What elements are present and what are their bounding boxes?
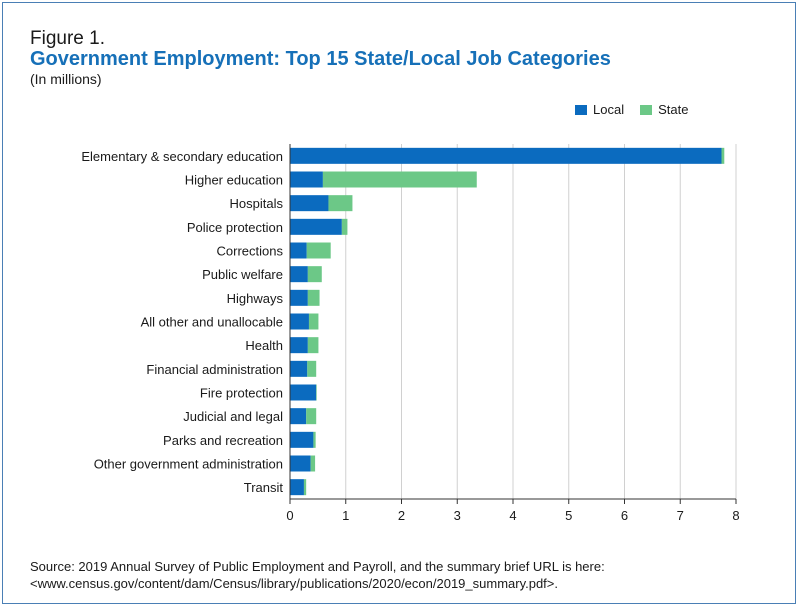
x-tick-label-6: 6: [621, 508, 628, 523]
chart-title: Government Employment: Top 15 State/Loca…: [30, 48, 611, 70]
bar-local-7: [290, 313, 309, 330]
x-tick-label-3: 3: [454, 508, 461, 523]
category-label-10: Fire protection: [200, 386, 283, 401]
bar-state-7: [308, 313, 319, 330]
bar-state-14: [303, 479, 307, 496]
source-line-2: <www.census.gov/content/dam/Census/libra…: [30, 576, 558, 591]
bar-chart: 0 1 2 3 4 5 6 7 8 Elementary & secondary educatio…: [81, 144, 740, 523]
chart-legend: Local State: [575, 102, 704, 117]
x-tick-label-2: 2: [398, 508, 405, 523]
bar-local-10: [290, 384, 317, 401]
bar-local-0: [290, 147, 722, 164]
figure-label: Figure 1.: [30, 28, 105, 49]
legend-swatch-state: [640, 104, 653, 115]
bar-state-1: [322, 171, 477, 188]
bar-local-4: [290, 242, 307, 259]
legend-item-local: Local: [575, 102, 624, 117]
bar-state-9: [307, 360, 317, 377]
source-line-1: Source: 2019 Annual Survey of Public Emp…: [30, 559, 605, 574]
category-label-9: Financial administration: [146, 362, 283, 377]
source-note: Source: 2019 Annual Survey of Public Emp…: [30, 558, 605, 592]
category-label-7: All other and unallocable: [141, 315, 283, 330]
legend-swatch-local: [575, 104, 587, 115]
bar-state-10: [316, 384, 317, 401]
bar-local-14: [290, 479, 304, 496]
bar-local-3: [290, 218, 342, 235]
x-tick-label-7: 7: [677, 508, 684, 523]
category-label-3: Police protection: [187, 220, 283, 235]
category-label-6: Highways: [227, 291, 284, 306]
category-label-1: Higher education: [185, 173, 283, 188]
bar-state-13: [310, 455, 316, 472]
category-label-2: Hospitals: [230, 196, 284, 211]
x-tick-label-4: 4: [509, 508, 516, 523]
bar-local-5: [290, 266, 308, 283]
category-label-13: Other government administration: [94, 457, 283, 472]
x-tick-label-8: 8: [732, 508, 739, 523]
x-tick-label-0: 0: [286, 508, 293, 523]
category-label-0: Elementary & secondary education: [81, 149, 283, 164]
category-label-14: Transit: [244, 480, 284, 495]
category-label-8: Health: [245, 338, 283, 353]
bar-state-12: [313, 431, 316, 448]
legend-label-state: State: [658, 102, 689, 117]
bar-local-9: [290, 360, 308, 377]
category-label-12: Parks and recreation: [163, 433, 283, 448]
bar-local-11: [290, 408, 307, 425]
chart-subtitle: (In millions): [30, 71, 102, 87]
bar-state-8: [307, 337, 319, 354]
bar-state-2: [328, 195, 353, 212]
bar-local-8: [290, 337, 308, 354]
bar-state-0: [721, 147, 725, 164]
bar-local-6: [290, 289, 308, 306]
legend-item-state: State: [640, 102, 688, 117]
bar-local-2: [290, 195, 329, 212]
bar-state-4: [306, 242, 331, 259]
legend-label-local: Local: [593, 102, 625, 117]
category-label-11: Judicial and legal: [183, 409, 283, 424]
bar-local-13: [290, 455, 311, 472]
category-label-4: Corrections: [217, 244, 284, 259]
x-tick-label-1: 1: [342, 508, 349, 523]
bar-state-3: [341, 218, 348, 235]
x-tick-label-5: 5: [565, 508, 572, 523]
bar-state-11: [306, 408, 317, 425]
category-label-5: Public welfare: [202, 267, 283, 282]
bar-local-12: [290, 431, 314, 448]
bar-state-5: [307, 266, 322, 283]
bar-state-6: [307, 289, 320, 306]
bar-local-1: [290, 171, 323, 188]
